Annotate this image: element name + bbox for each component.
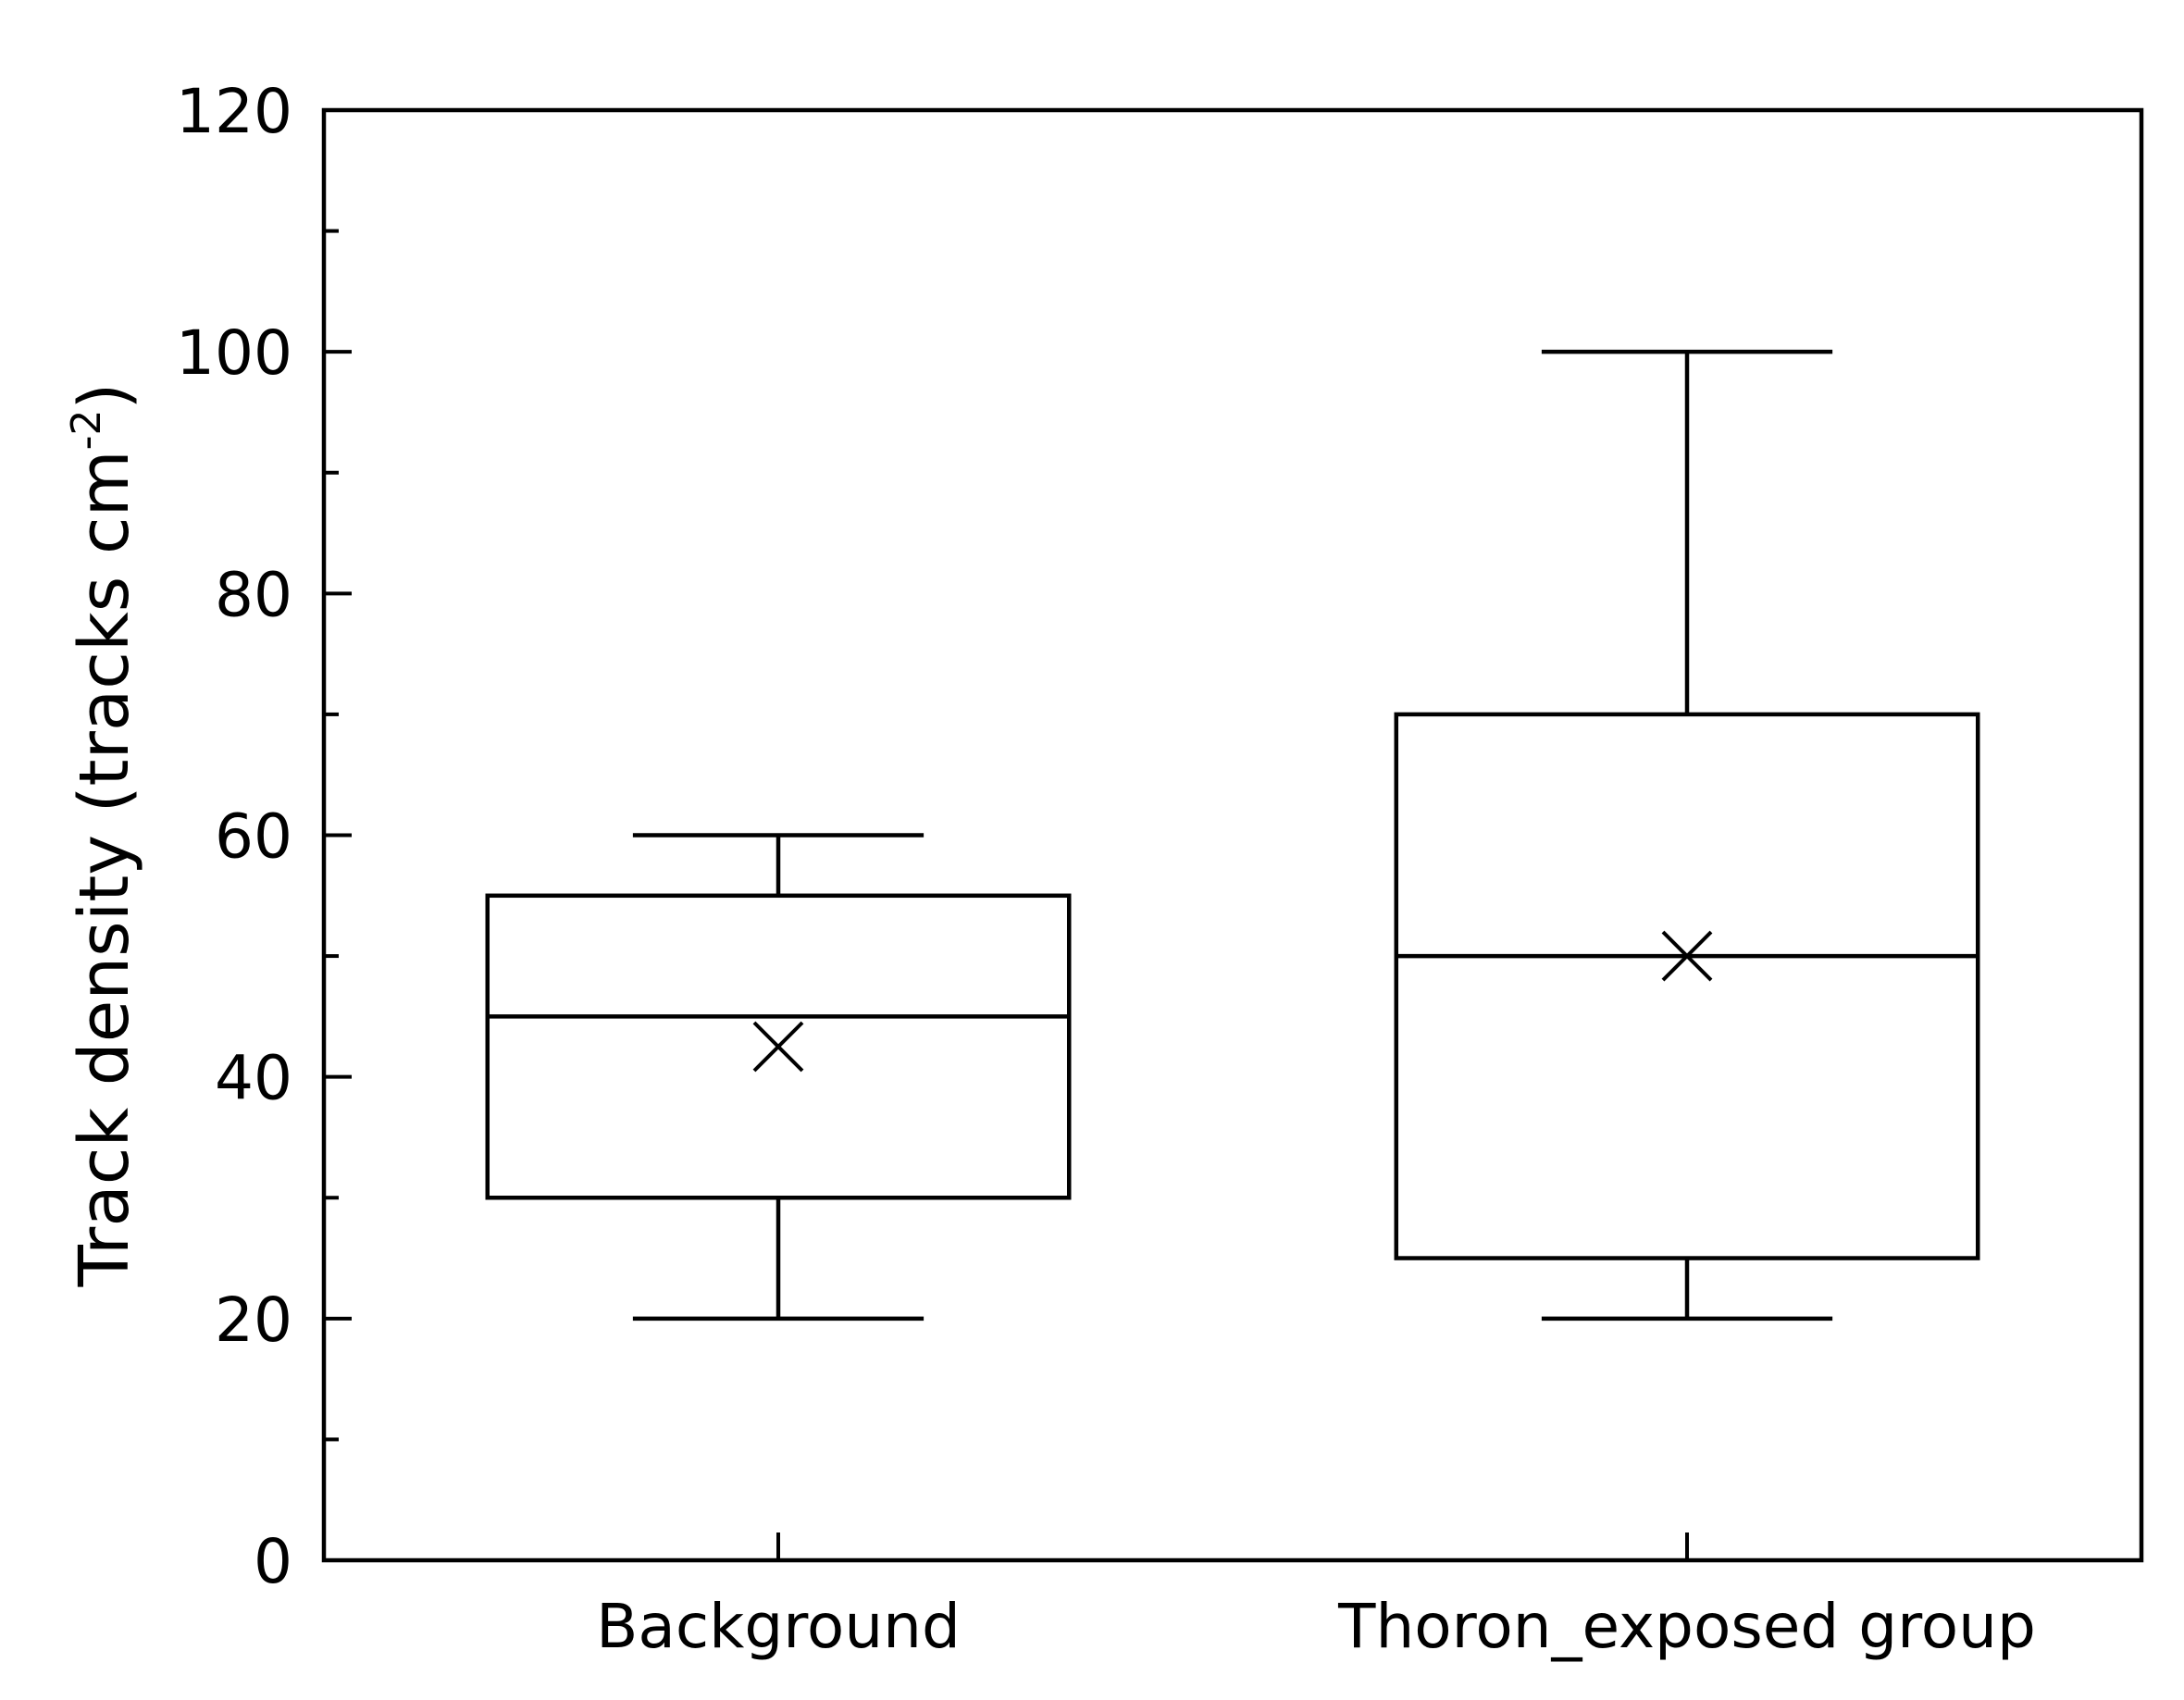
y-tick-label: 40 [215, 1043, 292, 1114]
box-group [485, 833, 1072, 1322]
y-axis-label-superscript: -2 [63, 409, 110, 450]
y-axis-label: Track density (tracks cm-2) [63, 383, 144, 1288]
y-tick-label: 100 [176, 317, 292, 389]
y-tick-labels: 0 20 40 60 80 100 120 [176, 76, 292, 1597]
y-tick-label: 20 [215, 1284, 292, 1356]
iqr-box [1394, 712, 1980, 1260]
x-tick-labels: Background Thoron_exposed group [596, 1591, 2036, 1662]
x-ticks [776, 1532, 1689, 1560]
mean-marker [1661, 930, 1713, 982]
y-minor-ticks [324, 229, 339, 1442]
plot-frame [321, 107, 2144, 1563]
y-tick-label: 60 [215, 801, 292, 873]
box-group [1394, 349, 1980, 1322]
x-tick-label: Background [596, 1591, 961, 1662]
mean-marker [752, 1021, 804, 1073]
iqr-box [485, 893, 1072, 1200]
y-tick-label: 0 [254, 1526, 292, 1597]
x-tick-label: Thoron_exposed group [1337, 1591, 2036, 1662]
y-axis-label-main: Track density (tracks cm [65, 450, 144, 1287]
y-axis-label-close: ) [65, 383, 144, 410]
box-series [485, 349, 1980, 1322]
y-tick-label: 80 [215, 559, 292, 630]
y-tick-label: 120 [176, 76, 292, 147]
